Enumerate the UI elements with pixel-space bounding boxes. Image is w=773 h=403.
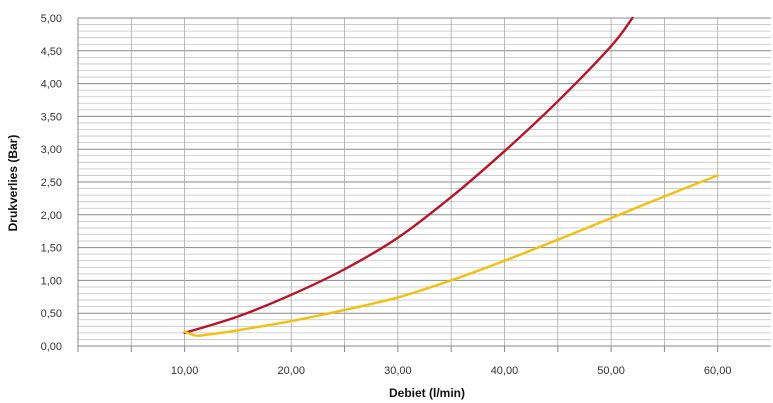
y-tick-label: 4,00 xyxy=(41,79,62,91)
y-tick-label: 1,50 xyxy=(41,243,62,255)
series-line-2 xyxy=(183,174,719,337)
y-tick-label: 1,00 xyxy=(41,275,62,287)
axes xyxy=(77,17,771,352)
y-tick-label: 2,50 xyxy=(41,177,62,189)
y-tick-label: 3,50 xyxy=(41,111,62,123)
grid xyxy=(78,17,771,346)
y-tick-label: 3,00 xyxy=(41,144,62,156)
x-tick-label: 60,00 xyxy=(704,365,732,377)
x-tick-label: 10,00 xyxy=(171,365,199,377)
y-axis-title: Drukverlies (Bar) xyxy=(6,135,20,232)
x-tick-label: 30,00 xyxy=(384,365,412,377)
x-tick-label: 20,00 xyxy=(277,365,305,377)
y-tick-label: 2,00 xyxy=(41,210,62,222)
y-tick-label: 5,00 xyxy=(41,13,62,25)
x-axis-title: Debiet (l/min) xyxy=(389,386,465,400)
series-line-1 xyxy=(183,16,634,335)
x-tick-label: 40,00 xyxy=(491,365,519,377)
y-tick-label: 0,50 xyxy=(41,308,62,320)
y-tick-label: 0,00 xyxy=(41,341,62,353)
series-lines xyxy=(183,16,719,337)
tick-labels: 0,00 0,50 1,00 1,50 2,00 2,50 3,00 3,50 4,00 4,50… xyxy=(41,13,732,377)
y-tick-label: 4,50 xyxy=(41,46,62,58)
x-tick-label: 50,00 xyxy=(597,365,625,377)
